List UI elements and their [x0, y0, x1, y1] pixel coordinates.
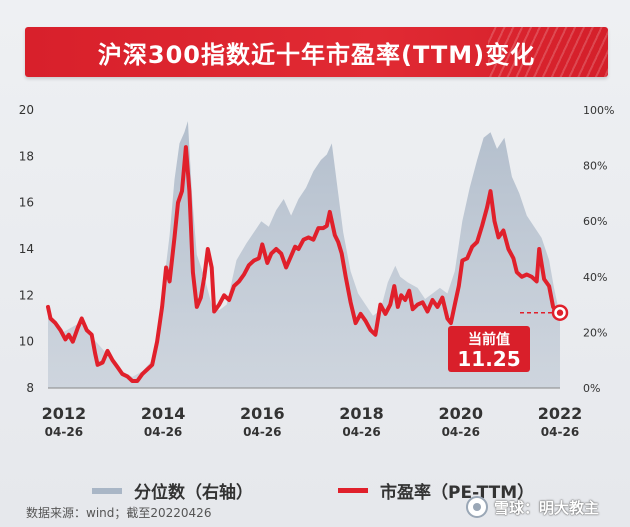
y-right-tick-label: 0%	[583, 382, 600, 395]
data-source: 数据来源：wind；截至20220426	[26, 506, 212, 520]
y-right-tick-label: 60%	[583, 215, 607, 228]
y-right-tick-label: 100%	[583, 104, 614, 117]
legend-swatch-area	[92, 487, 122, 494]
y-left-tick-label: 12	[19, 288, 34, 302]
y-right-tick-label: 40%	[583, 271, 607, 284]
y-right-tick-label: 80%	[583, 160, 607, 173]
y-left-tick-label: 16	[19, 196, 34, 210]
legend-label-line: 市盈率（PE-TTM）	[380, 483, 535, 503]
x-tick-date: 04-26	[243, 425, 281, 439]
x-tick-year: 2014	[141, 404, 186, 423]
x-tick-year: 2022	[538, 404, 583, 423]
y-left-tick-label: 8	[26, 381, 34, 395]
title-banner: 沪深300指数近十年市盈率(TTM)变化	[25, 27, 608, 77]
y-left-tick-label: 10	[19, 335, 34, 349]
pe-chart: 8 10 12 14 16 18 20 0% 20% 40% 60% 80% 100% 2012 04-26…	[19, 103, 615, 439]
banner-stripes	[488, 27, 608, 77]
legend-item-area: 分位数（右轴）	[92, 478, 253, 503]
x-tick-date: 04-26	[442, 425, 480, 439]
legend-item-line: 市盈率（PE-TTM）	[338, 478, 534, 503]
x-tick-date: 04-26	[144, 425, 182, 439]
x-tick-year: 2012	[42, 404, 87, 423]
pe-ttm-line	[46, 145, 562, 383]
y-left-tick-label: 20	[19, 103, 34, 117]
x-tick-date: 04-26	[45, 425, 83, 439]
callout-value: 11.25	[457, 347, 520, 371]
callout-label: 当前值	[468, 331, 510, 348]
x-tick-year: 2016	[240, 404, 285, 423]
x-tick-date: 04-26	[541, 425, 579, 439]
chart-title: 沪深300指数近十年市盈率(TTM)变化	[97, 40, 536, 69]
y-right-tick-label: 20%	[583, 326, 607, 339]
percentile-area	[48, 121, 560, 388]
watermark: 雪球：明大教主	[466, 496, 599, 518]
watermark-text: 雪球：明大教主	[494, 498, 600, 517]
chart-legend: 分位数（右轴） 市盈率（PE-TTM）	[0, 460, 630, 503]
legend-label-area: 分位数（右轴）	[134, 483, 253, 503]
current-value-dot	[556, 309, 564, 316]
x-tick-year: 2018	[339, 404, 384, 423]
x-tick-date: 04-26	[342, 425, 380, 439]
snowball-icon	[466, 496, 488, 518]
y-left-tick-label: 14	[19, 242, 34, 256]
legend-swatch-line	[338, 488, 368, 493]
y-left-tick-label: 18	[19, 149, 34, 163]
x-tick-year: 2020	[439, 404, 484, 423]
callout-box	[448, 326, 530, 372]
